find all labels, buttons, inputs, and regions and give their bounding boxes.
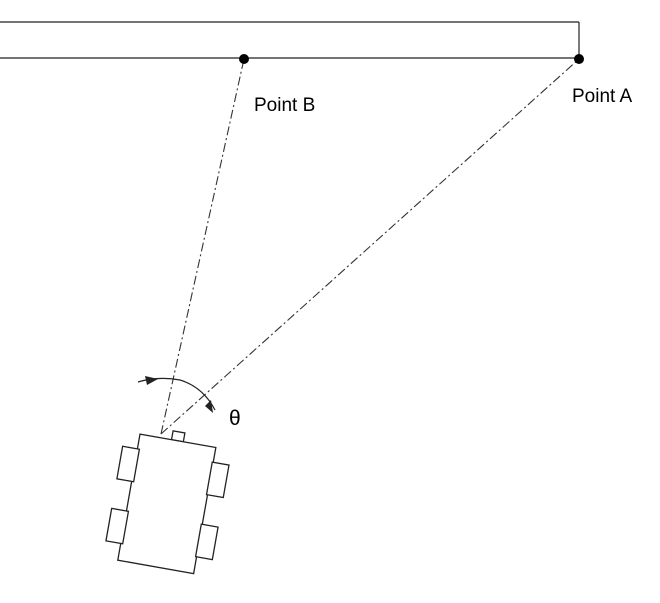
angle-arrowhead-right [205, 400, 213, 413]
sight-line-to-point-b [160, 58, 245, 435]
angle-indicator [137, 376, 216, 413]
angle-arrowhead-left [145, 376, 158, 385]
wheel-rear-left [105, 507, 130, 545]
wall [0, 21, 580, 59]
angle-theta-label: θ [229, 407, 241, 430]
sight-line-to-point-a [160, 58, 580, 435]
point-a-marker [574, 54, 584, 64]
wheel-front-right [205, 461, 230, 499]
point-a-label: Point A [572, 86, 633, 107]
point-b-marker [239, 54, 249, 64]
vehicle [105, 430, 230, 575]
point-b-label: Point B [254, 95, 315, 116]
vehicle-body [117, 433, 217, 575]
wheel-rear-right [194, 523, 219, 561]
wheel-front-left [116, 445, 141, 483]
